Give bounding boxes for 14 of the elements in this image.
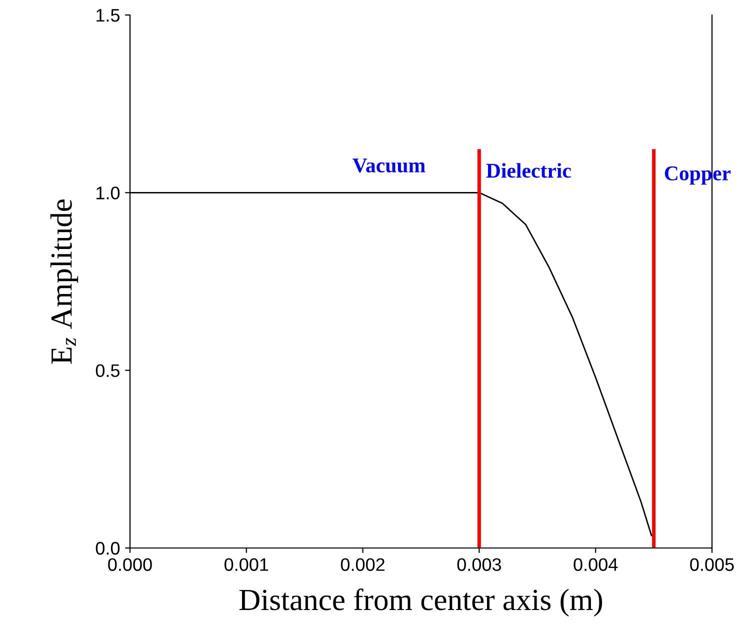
annotation: Vacuum (352, 158, 426, 173)
x-tick-label: 0.004 (574, 558, 618, 571)
y-axis-title: E$_{z}$ Amplitude (50, 200, 78, 364)
y-tick-label: 1.5 (96, 9, 120, 22)
y-tick-label: 0.5 (96, 364, 120, 378)
annotation: Dielectric (486, 163, 571, 178)
x-tick-label: 0.000 (108, 558, 152, 571)
y-tick-label: 1.0 (96, 186, 120, 200)
x-tick-label: 0.003 (457, 558, 501, 571)
x-axis-title: Distance from center axis (m) (239, 588, 602, 616)
x-tick-label: 0.001 (224, 558, 268, 571)
x-tick-label: 0.005 (690, 558, 734, 571)
x-tick-label: 0.002 (340, 558, 384, 571)
y-tick-label: 0.0 (96, 542, 120, 555)
